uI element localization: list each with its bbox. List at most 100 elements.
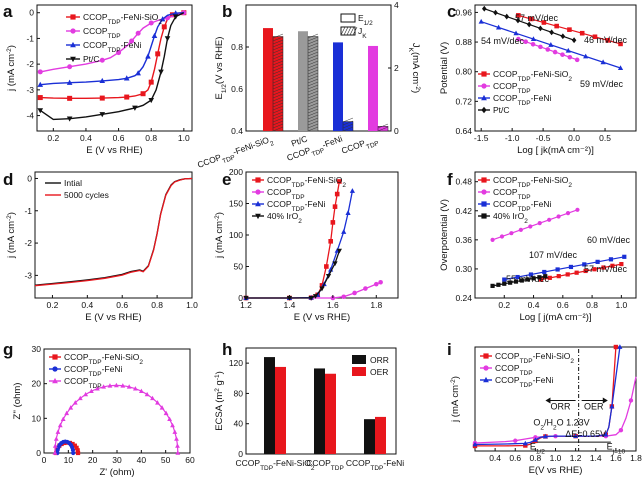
data-point <box>120 383 126 388</box>
bar-hatch <box>307 81 319 87</box>
bar <box>375 416 386 454</box>
bar <box>364 419 375 454</box>
data-point <box>163 410 169 416</box>
legend-label: Pt/C <box>83 54 100 64</box>
legend-label: CCOPTDP-FeNi-SiO2 <box>267 175 346 189</box>
panel-letter: g <box>3 340 13 359</box>
bar-hatch <box>272 126 284 132</box>
legend-label: Pt/C <box>493 105 510 115</box>
data-point <box>592 34 598 40</box>
data-point <box>164 36 171 42</box>
x-axis-label: E (V vs RHE) <box>86 145 142 156</box>
y-tick-label: 0.96 <box>455 7 472 17</box>
y-axis-label: Overpotential (V) <box>439 199 450 271</box>
series-line <box>246 250 341 299</box>
data-point <box>55 429 61 434</box>
bar-hatch <box>272 123 284 129</box>
data-point <box>603 431 609 437</box>
data-point <box>515 17 521 24</box>
legend-marker <box>483 376 489 383</box>
data-point <box>574 57 580 63</box>
data-point <box>101 384 107 389</box>
x-tick-label: 0.4 <box>81 300 93 310</box>
data-point <box>129 38 135 44</box>
data-point <box>138 388 144 394</box>
data-point <box>126 384 132 389</box>
bar-hatch <box>272 75 284 81</box>
data-point <box>159 405 165 410</box>
x-tick-label: 0.0 <box>568 133 580 143</box>
y-tick-label: 120 <box>229 358 243 368</box>
data-point <box>89 388 94 394</box>
data-point <box>571 37 577 44</box>
category-label: CCOPTDP-FeNi <box>346 458 404 472</box>
legend-marker <box>255 189 261 195</box>
bar-hatch <box>307 96 319 102</box>
data-point <box>472 441 478 447</box>
data-point <box>151 32 158 39</box>
data-point <box>543 274 548 279</box>
legend-label: CCOPTDP-FeNi-SiO2 <box>493 69 572 83</box>
legend-swatch <box>352 367 366 376</box>
data-point <box>567 54 573 60</box>
slope-annotation: 46 mV/dec <box>584 35 628 45</box>
data-point <box>140 91 146 97</box>
legend-label: E1/2 <box>358 13 373 27</box>
y-tick-label: 0 <box>238 449 243 459</box>
bar-hatch <box>307 69 319 75</box>
data-point <box>493 9 498 16</box>
bar-e-half <box>263 28 273 132</box>
legend-marker <box>255 177 261 183</box>
bar-hatch <box>272 99 284 105</box>
x-tick-label: 0.5 <box>599 133 611 143</box>
bar-hatch <box>342 123 354 129</box>
bar-hatch <box>272 93 284 99</box>
data-point <box>116 50 122 56</box>
data-point <box>528 272 534 277</box>
data-point <box>172 10 179 16</box>
arrowhead <box>545 397 551 404</box>
bar-hatch <box>342 117 354 123</box>
panel-letter: b <box>222 2 232 21</box>
data-point <box>67 64 73 70</box>
legend-marker <box>255 200 261 207</box>
bar-hatch <box>377 126 389 132</box>
legend-label: CCOPTDP-FeNi <box>267 199 325 213</box>
legend-label: CCOPTDP-FeNi <box>495 375 553 389</box>
bar-hatch <box>307 39 319 45</box>
data-point <box>609 403 615 409</box>
x-tick-label: -0.5 <box>536 133 551 143</box>
x-tick-label: 0.4 <box>489 453 501 463</box>
x-tick-label: 0.8 <box>151 300 163 310</box>
category-label: CCOPTDP <box>340 133 380 159</box>
bar-hatch <box>307 66 319 72</box>
panel-a: 0.2 0.4 0.6 0.8 1.0 0 -1 -2 -3 -4 E (V vs RHE) j (m… <box>3 2 193 156</box>
bar-hatch <box>272 72 284 78</box>
x-tick-label: 1.4 <box>590 453 602 463</box>
legend-label: CCOPTDP-FeNi-SiO2 <box>64 352 143 366</box>
bar-hatch <box>307 57 319 63</box>
bar-hatch <box>307 72 319 78</box>
data-point <box>172 14 179 20</box>
legend-label: CCOPTDP <box>495 363 533 377</box>
y-tick-label: -1 <box>24 206 32 216</box>
x-tick-label: 0.6 <box>557 300 569 310</box>
data-point <box>132 386 138 391</box>
legend-marker <box>481 71 487 77</box>
data-point <box>532 437 538 442</box>
bar-e-half <box>333 42 343 131</box>
legend-swatch <box>352 355 366 364</box>
legend-marker <box>481 189 487 195</box>
data-point <box>74 445 79 450</box>
y-tick-label: 0 <box>27 173 32 183</box>
bar-hatch <box>272 45 284 51</box>
bar-hatch <box>307 75 319 81</box>
y-tick-label: -3 <box>26 85 34 95</box>
category-label: CCOPTDP-FeNi-SiO2 <box>236 458 315 472</box>
data-point <box>545 47 551 52</box>
data-point <box>155 51 161 57</box>
x-tick-label: 1.2 <box>240 300 252 310</box>
data-point <box>144 391 150 397</box>
x-axis-label: Log [ j(mA cm⁻²)] <box>519 312 591 323</box>
